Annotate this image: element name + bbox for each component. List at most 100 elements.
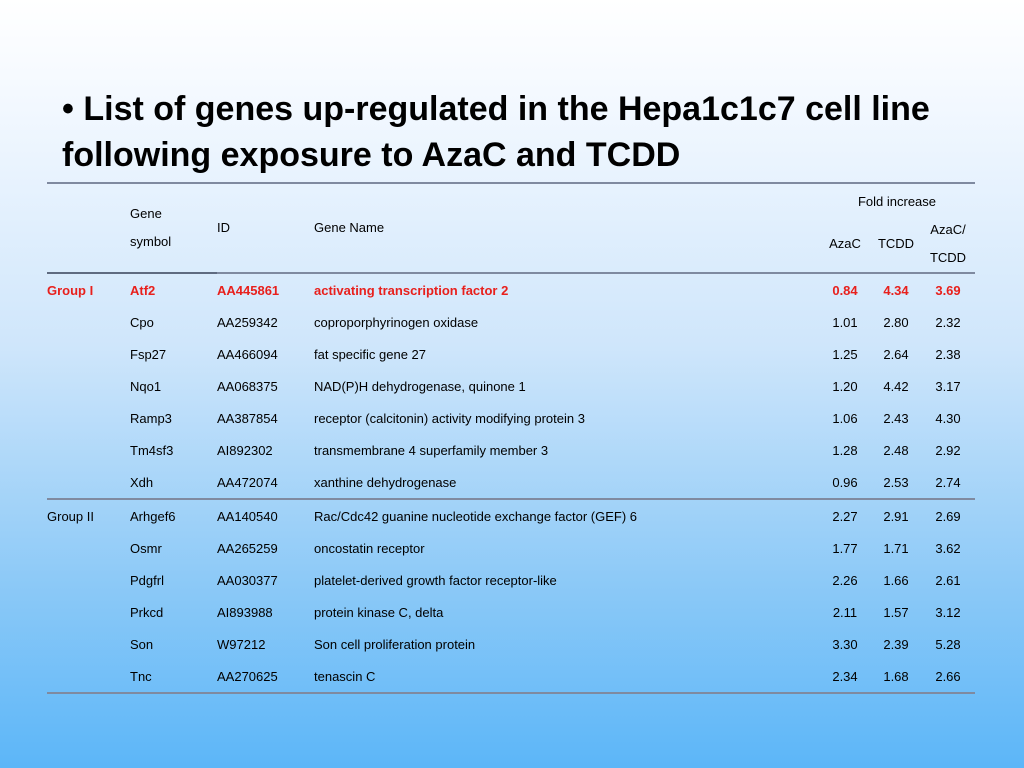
header-tcdd: TCDD: [871, 216, 921, 274]
group-label-cell: Group I: [47, 282, 94, 298]
group-label-cell: [47, 370, 130, 402]
gene-symbol-cell: Tm4sf3: [130, 442, 174, 458]
tcdd-value-cell: 2.43: [883, 410, 909, 426]
gene-symbol-cell: Pdgfrl: [130, 572, 164, 588]
header-row-2: AzaC TCDD AzaC/ TCDD: [47, 216, 975, 274]
table-row: Pdgfrl AA030377 platelet-derived growth fa…: [47, 564, 975, 596]
gene-symbol-cell: Cpo: [130, 314, 154, 330]
table-row: Tm4sf3 AI892302 transmembrane 4 superfamil…: [47, 434, 975, 466]
bullet: •: [62, 90, 74, 128]
gene-name-cell: Rac/Cdc42 guanine nucleotide exchange fa…: [314, 508, 638, 524]
azac-value-cell: 2.34: [832, 668, 858, 684]
ratio-value-cell: 2.61: [935, 572, 961, 588]
gene-name-cell: oncostatin receptor: [314, 540, 425, 556]
gene-name-cell: tenascin C: [314, 668, 376, 684]
tcdd-value-cell: 2.91: [883, 508, 909, 524]
gene-symbol-cell: Osmr: [130, 540, 162, 556]
group-label-cell: [47, 402, 130, 434]
ratio-value-cell: 2.38: [935, 346, 961, 362]
azac-value-cell: 2.11: [832, 604, 858, 620]
gene-id-cell: AA265259: [217, 540, 278, 556]
ratio-value-cell: 2.32: [935, 314, 961, 330]
gene-name-cell: NAD(P)H dehydrogenase, quinone 1: [314, 378, 526, 394]
gene-symbol-cell: Fsp27: [130, 346, 167, 362]
group-label-cell: [47, 596, 130, 628]
azac-value-cell: 1.20: [832, 378, 858, 394]
tcdd-value-cell: 2.64: [883, 346, 909, 362]
gene-symbol-cell: Son: [130, 636, 154, 652]
azac-value-cell: 1.28: [832, 442, 858, 458]
azac-value-cell: 2.26: [832, 572, 858, 588]
tcdd-value-cell: 1.71: [883, 540, 909, 556]
group-label-cell: [47, 660, 130, 693]
slide-title: • List of genes up-regulated in the Hepa…: [62, 86, 962, 178]
gene-id-cell: AI893988: [217, 604, 273, 620]
tcdd-value-cell: 2.48: [883, 442, 909, 458]
gene-symbol-cell: Atf2: [130, 282, 156, 298]
gene-id-cell: AA270625: [217, 668, 278, 684]
gene-name-cell: fat specific gene 27: [314, 346, 427, 362]
gene-symbol-cell: Nqo1: [130, 378, 162, 394]
table-row: Group I Atf2 AA445861 activating transcript…: [47, 273, 975, 306]
gene-id-cell: AA030377: [217, 572, 278, 588]
table-row: Son W97212 Son cell proliferation protein 3…: [47, 628, 975, 660]
azac-value-cell: 1.77: [832, 540, 858, 556]
azac-value-cell: 1.25: [832, 346, 858, 362]
gene-symbol-cell: Prkcd: [130, 604, 164, 620]
gene-symbol-cell: Arhgef6: [130, 508, 176, 524]
ratio-value-cell: 2.92: [935, 442, 961, 458]
gene-id-cell: AA472074: [217, 474, 278, 490]
group-label-cell: [47, 628, 130, 660]
group-label-cell: [47, 338, 130, 370]
gene-table: Gene symbol ID Gene Name Fold increase A…: [47, 182, 975, 694]
header-gene-name: Gene Name: [314, 183, 819, 274]
title-text: List of genes up-regulated in the Hepa1c…: [62, 90, 930, 174]
azac-value-cell: 0.96: [832, 474, 858, 490]
gene-name-cell: transmembrane 4 superfamily member 3: [314, 442, 549, 458]
tcdd-value-cell: 1.57: [883, 604, 909, 620]
header-id: ID: [217, 183, 314, 274]
header-azac: AzaC: [819, 216, 871, 274]
gene-name-cell: xanthine dehydrogenase: [314, 474, 457, 490]
table-row: Xdh AA472074 xanthine dehydrogenase 0.96 2.5…: [47, 466, 975, 499]
tcdd-value-cell: 2.39: [883, 636, 909, 652]
ratio-value-cell: 3.62: [935, 540, 961, 556]
azac-value-cell: 0.84: [832, 282, 858, 298]
table-row: Osmr AA265259 oncostatin receptor 1.77 1.71 3…: [47, 532, 975, 564]
group-label-cell: [47, 532, 130, 564]
ratio-value-cell: 2.69: [935, 508, 961, 524]
gene-id-cell: AA068375: [217, 378, 278, 394]
gene-id-cell: AA466094: [217, 346, 278, 362]
azac-value-cell: 1.06: [832, 410, 858, 426]
group-label-cell: [47, 564, 130, 596]
table-row: Ramp3 AA387854 receptor (calcitonin) activ…: [47, 402, 975, 434]
gene-name-cell: platelet-derived growth factor receptor-…: [314, 572, 557, 588]
ratio-value-cell: 2.74: [935, 474, 961, 490]
gene-id-cell: AA387854: [217, 410, 278, 426]
tcdd-value-cell: 1.66: [883, 572, 909, 588]
gene-id-cell: AA259342: [217, 314, 278, 330]
gene-symbol-cell: Xdh: [130, 474, 154, 490]
azac-value-cell: 2.27: [832, 508, 858, 524]
gene-name-cell: receptor (calcitonin) activity modifying…: [314, 410, 585, 426]
group-label-cell: [47, 434, 130, 466]
table-row: Cpo AA259342 coproporphyrinogen oxidase 1.0…: [47, 306, 975, 338]
gene-name-cell: coproporphyrinogen oxidase: [314, 314, 479, 330]
header-row-1: Gene symbol ID Gene Name Fold increase: [47, 183, 975, 274]
tcdd-value-cell: 1.68: [883, 668, 909, 684]
group-label-cell: Group II: [47, 508, 94, 524]
ratio-value-cell: 3.12: [935, 604, 961, 620]
header-group: [47, 183, 130, 274]
table-row: Nqo1 AA068375 NAD(P)H dehydrogenase, quino…: [47, 370, 975, 402]
group-label-cell: [47, 466, 130, 499]
group-label-cell: [47, 306, 130, 338]
tcdd-value-cell: 2.53: [883, 474, 909, 490]
table-row: Fsp27 AA466094 fat specific gene 27 1.25 2.6…: [47, 338, 975, 370]
gene-name-cell: activating transcription factor 2: [314, 282, 509, 298]
gene-id-cell: AA140540: [217, 508, 278, 524]
azac-value-cell: 1.01: [832, 314, 858, 330]
ratio-value-cell: 3.69: [935, 282, 961, 298]
tcdd-value-cell: 4.34: [883, 282, 909, 298]
gene-name-cell: protein kinase C, delta: [314, 604, 444, 620]
ratio-value-cell: 2.66: [935, 668, 961, 684]
